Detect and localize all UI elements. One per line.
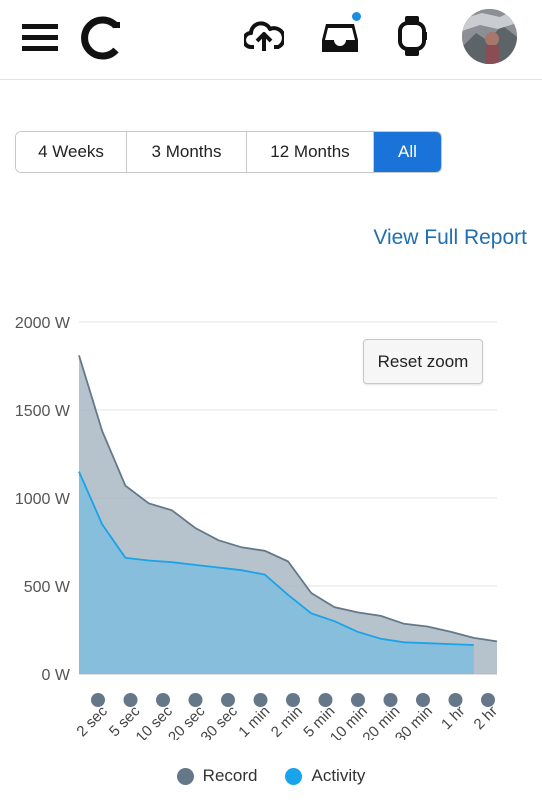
x-tick-marker [481,693,495,707]
legend-label-activity: Activity [311,766,366,785]
x-tick-marker [156,693,170,707]
y-tick-label: 1500 W [15,403,71,420]
reset-zoom-button[interactable]: Reset zoom [363,339,483,384]
x-tick-marker [383,693,398,707]
x-tick-marker [318,693,333,707]
top-navigation-bar [0,0,542,80]
x-tick-marker [351,693,365,707]
record-line [78,355,498,643]
date-range-selector: 4 Weeks 3 Months 12 Months All [15,131,442,173]
legend-item-record[interactable]: Record [176,766,258,786]
cloud-upload-icon[interactable] [244,20,284,54]
avatar[interactable] [462,9,517,64]
activity-line [78,471,474,646]
notification-badge [351,11,362,22]
y-tick-label: 500 W [24,579,71,596]
y-tick-label: 0 W [42,667,71,684]
x-tick-marker [286,693,300,707]
y-axis-ticks: 0 W 500 W 1000 W 1500 W 2000 W [15,315,71,684]
legend-item-activity[interactable]: Activity [285,766,365,786]
x-tick-label: 2 hr [471,703,501,733]
view-full-report-link[interactable]: View Full Report [373,226,527,249]
activity-area [79,471,474,674]
watch-icon[interactable] [396,14,428,58]
x-tick-label: 2 min [268,703,306,740]
hamburger-menu-icon[interactable] [22,22,60,52]
x-tick-marker [91,693,105,707]
x-tick-marker [188,693,203,707]
tab-all[interactable]: All [374,132,441,172]
x-tick-label: 2 sec [73,702,111,740]
legend-label-record: Record [202,766,258,785]
x-tick-marker [253,693,268,707]
logo-icon[interactable] [78,14,126,62]
x-tick-marker [123,693,138,707]
x-tick-label: 30 sec [198,702,242,740]
x-tick-label: 1 min [235,703,273,740]
y-tick-label: 1000 W [15,491,71,508]
x-tick-label: 30 min [392,703,436,740]
x-tick-marker [416,693,430,707]
y-tick-label: 2000 W [15,315,71,332]
inbox-icon[interactable] [320,18,360,54]
tab-12-months[interactable]: 12 Months [247,132,374,172]
x-tick-marker [448,693,463,707]
series-layer [78,355,498,674]
tab-4-weeks[interactable]: 4 Weeks [16,132,127,172]
legend-marker-activity [285,767,303,785]
x-tick-marker [221,693,235,707]
tab-3-months[interactable]: 3 Months [127,132,247,172]
x-tick-label: 1 hr [438,703,468,733]
chart-legend: Record Activity [0,766,542,786]
legend-marker-record [176,767,194,785]
